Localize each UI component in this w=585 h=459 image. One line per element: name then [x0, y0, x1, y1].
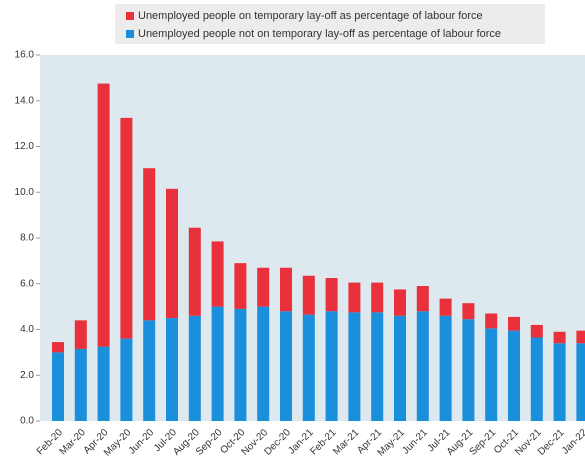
bar-segment: [553, 343, 566, 421]
bar-segment: [553, 331, 566, 344]
legend-label: Unemployed people on temporary lay-off a…: [138, 10, 483, 22]
legend-swatch: [126, 12, 134, 20]
x-tick-label: Jan-22: [560, 427, 585, 457]
legend-swatch: [126, 30, 134, 38]
x-tick-label: Sep-21: [468, 427, 499, 458]
bar-segment: [394, 315, 406, 421]
bar-segment: [74, 320, 87, 349]
bar-segment: [120, 117, 133, 339]
bar-segment: [143, 168, 156, 321]
y-tick-label: 12.0: [15, 141, 35, 152]
bar-segment: [143, 320, 156, 421]
bar-segment: [257, 306, 270, 421]
bar-segment: [416, 311, 429, 421]
y-tick-label: 16.0: [15, 50, 35, 61]
bar-segment: [462, 303, 475, 320]
bar-segment: [371, 312, 384, 421]
bar-segment: [280, 311, 292, 421]
y-tick-label: 14.0: [15, 95, 35, 106]
bar-segment: [120, 338, 133, 421]
bar-segment: [348, 282, 361, 313]
bar-segment: [188, 315, 201, 421]
bar-segment: [280, 267, 292, 312]
bar-segment: [462, 319, 475, 421]
bar-segment: [188, 227, 201, 316]
bar-segment: [74, 348, 87, 421]
bar-segment: [234, 308, 247, 421]
legend-label: Unemployed people not on temporary lay-o…: [138, 28, 501, 40]
bar-segment: [348, 312, 361, 421]
x-tick-label: Mar-20: [58, 427, 88, 457]
bar-segment: [485, 313, 498, 329]
bar-segment: [97, 83, 110, 347]
bar-segment: [576, 330, 585, 344]
bar-segment: [211, 241, 224, 307]
y-tick-label: 10.0: [15, 187, 35, 198]
bar-segment: [166, 318, 178, 421]
bar-segment: [325, 278, 338, 312]
bar-segment: [234, 263, 247, 309]
bar-segment: [485, 328, 498, 421]
x-tick-label: Dec-20: [262, 427, 293, 458]
bar-segment: [52, 352, 64, 421]
x-tick-label: Mar-21: [331, 427, 361, 457]
bar-segment: [211, 306, 224, 421]
legend-box: [115, 4, 545, 44]
bar-segment: [97, 346, 110, 421]
bar-segment: [439, 298, 452, 316]
bar-segment: [371, 282, 384, 313]
x-tick-label: Jun-21: [400, 427, 430, 457]
bar-segment: [325, 311, 338, 421]
bar-segment: [439, 315, 452, 421]
bar-segment: [394, 289, 406, 316]
bar-segment: [530, 337, 543, 421]
bar-segment: [530, 324, 543, 338]
bar-segment: [508, 330, 520, 421]
y-tick-label: 0.0: [20, 416, 34, 427]
y-tick-label: 4.0: [20, 324, 34, 335]
bar-segment: [302, 314, 315, 421]
x-tick-label: Jun-20: [127, 427, 157, 457]
bar-segment: [166, 188, 178, 319]
x-tick-label: Sep-20: [194, 427, 225, 458]
bar-segment: [416, 286, 429, 312]
bar-segment: [508, 316, 520, 331]
y-tick-label: 8.0: [20, 233, 34, 244]
bar-segment: [257, 267, 270, 307]
bar-segment: [302, 275, 315, 315]
y-tick-label: 6.0: [20, 278, 34, 289]
y-tick-label: 2.0: [20, 370, 34, 381]
bar-segment: [52, 342, 64, 353]
x-tick-label: Dec-21: [536, 427, 567, 458]
bar-segment: [576, 343, 585, 421]
